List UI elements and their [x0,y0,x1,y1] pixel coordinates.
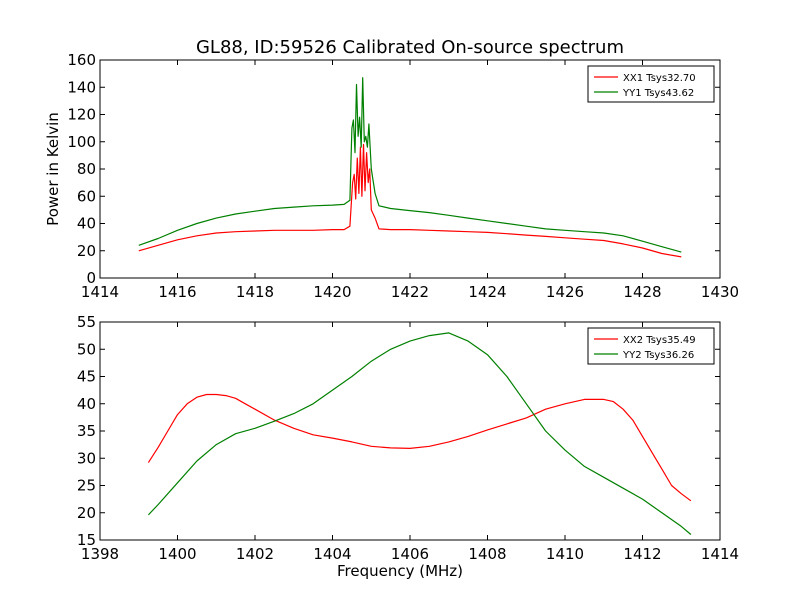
x-tick-label: 1398 [81,545,119,563]
y-tick-label: 20 [77,242,96,260]
x-tick-label: 1430 [701,283,739,301]
y-tick-label: 60 [77,187,96,205]
x-tick-label: 1416 [158,283,196,301]
series-line-yy [147,332,692,535]
y-tick-label: 160 [67,51,96,69]
y-tick-label: 40 [77,395,96,413]
x-tick-label: 1410 [546,545,584,563]
legend-box [587,327,715,365]
y-tick-label: 30 [77,449,96,467]
y-tick-label: 50 [77,340,96,358]
x-tick-label: 1406 [391,545,429,563]
x-tick-label: 1412 [623,545,661,563]
chart-title: GL88, ID:59526 Calibrated On-source spec… [196,37,624,58]
bottom-panel: 1398 1400 1402 1404 1406 1408 1410 1412 1414 15 20… [77,313,739,580]
legend-entry-label: XX2 Tsys35.49 [623,335,696,346]
y-tick-label: 20 [77,504,96,522]
y-axis-label: Power in Kelvin [44,112,62,226]
y-tick-label: 140 [67,78,96,96]
series-line-xx [147,393,692,502]
x-tick-label: 1402 [236,545,274,563]
x-tick-label: 1422 [391,283,429,301]
x-tick-label: 1400 [158,545,196,563]
x-tick-label: 1404 [313,545,351,563]
x-tick-label: 1408 [468,545,506,563]
legend-entry-label: YY1 Tsys43.62 [622,88,694,99]
legend-entry-label: XX1 Tsys32.70 [623,73,696,84]
legend-entry-label: YY2 Tsys36.26 [622,350,694,361]
y-tick-label: 120 [67,106,96,124]
y-tick-label: 0 [86,269,96,287]
series-line-xx [138,143,682,258]
legend-box [587,65,715,103]
series-line-yy [138,77,682,253]
y-tick-label: 35 [77,422,96,440]
x-tick-label: 1418 [236,283,274,301]
y-tick-label: 25 [77,477,96,495]
y-tick-label: 15 [77,531,96,549]
y-tick-label: 100 [67,133,96,151]
x-axis-label: Frequency (MHz) [337,562,463,580]
x-tick-label: 1420 [313,283,351,301]
y-tick-label: 40 [77,215,96,233]
y-tick-label: 80 [77,160,96,178]
y-tick-label: 45 [77,368,96,386]
y-tick-label: 55 [77,313,96,331]
top-panel: 1414 1416 1418 1420 1422 1424 1426 1428 1430 0 20 4… [44,51,739,301]
x-tick-label: 1428 [623,283,661,301]
x-tick-label: 1424 [468,283,506,301]
x-tick-label: 1426 [546,283,584,301]
x-tick-label: 1414 [81,283,119,301]
x-tick-label: 1414 [701,545,739,563]
